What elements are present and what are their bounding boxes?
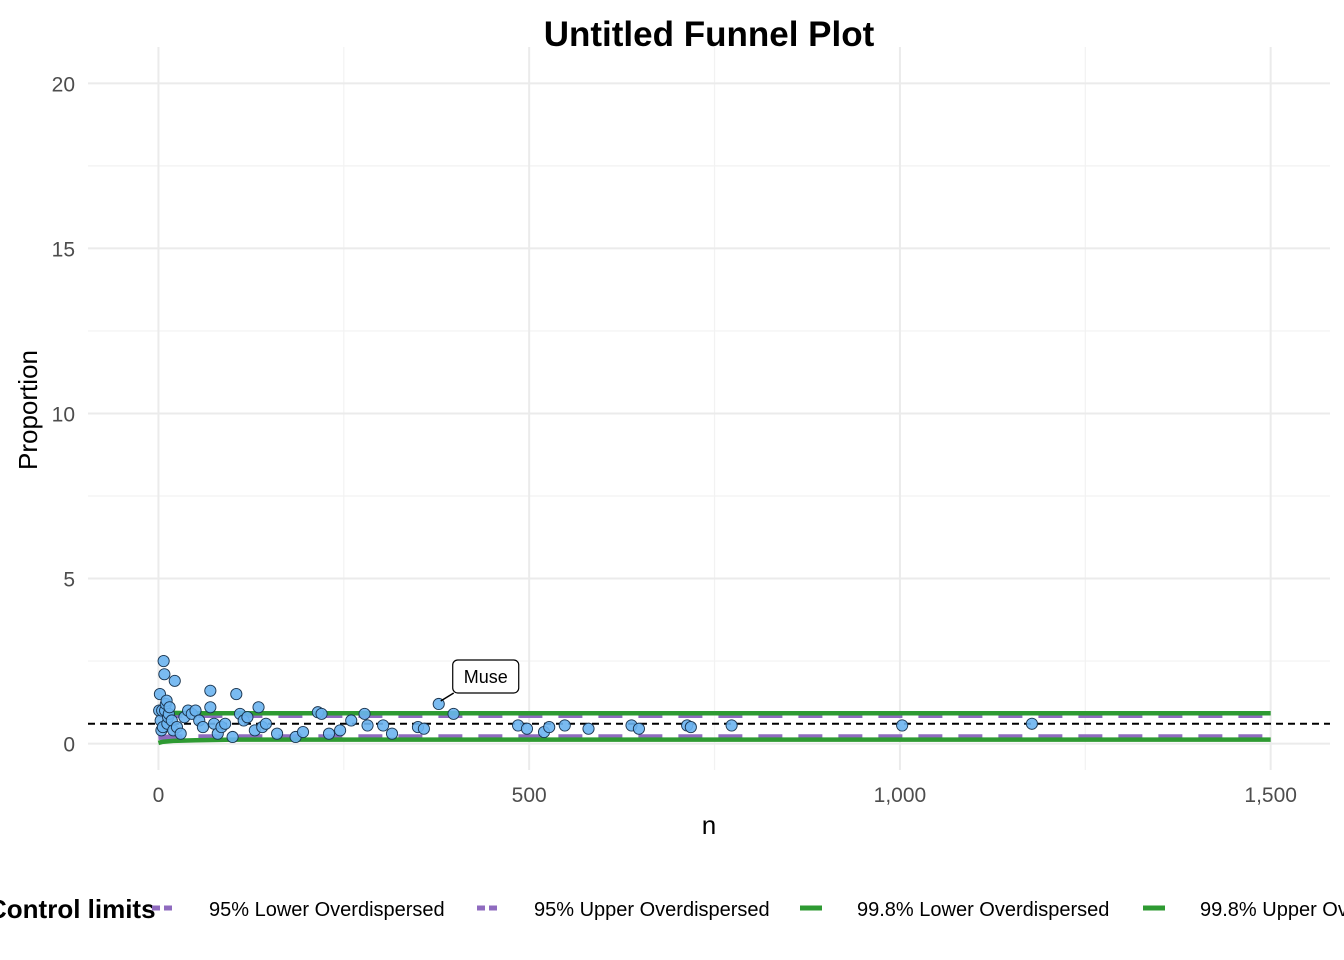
data-point: [219, 717, 232, 730]
x-axis-ticks: 0 500 1,000 1,500: [153, 784, 1297, 807]
y-tick-label: 0: [63, 734, 75, 757]
data-point: [230, 688, 243, 701]
y-tick-label: 10: [52, 403, 75, 426]
data-point: [377, 719, 390, 732]
data-point: [334, 724, 347, 737]
major-gridlines: [88, 47, 1330, 770]
legend-label: 99.8% Upper Overdispersed: [1200, 899, 1344, 921]
data-point: [174, 727, 187, 740]
annotation-label: Muse: [464, 667, 508, 687]
data-point: [271, 727, 284, 740]
x-tick-label: 1,000: [874, 784, 927, 807]
y-tick-label: 5: [63, 569, 75, 592]
data-point: [315, 707, 328, 720]
data-point: [322, 727, 336, 740]
data-point: [196, 721, 209, 734]
x-tick-label: 0: [153, 784, 165, 807]
plot-panel: Muse: [88, 47, 1330, 770]
data-point: [241, 711, 254, 724]
legend-label: 95% Upper Overdispersed: [534, 899, 770, 921]
chart-title: Untitled Funnel Plot: [544, 15, 875, 54]
data-point: [163, 701, 176, 714]
y-tick-label: 15: [52, 238, 75, 261]
legend-label: 99.8% Lower Overdispersed: [857, 899, 1109, 921]
data-point: [632, 722, 645, 735]
data-point: [204, 701, 217, 714]
legend-label: 95% Lower Overdispersed: [209, 899, 445, 921]
legend: Control limits 95% Lower Overdispersed 95…: [0, 894, 1344, 924]
data-point: [520, 722, 534, 735]
data-point: [1025, 717, 1038, 730]
y-axis-title: Proportion: [13, 350, 43, 470]
data-point: [204, 684, 217, 697]
data-points: [153, 655, 1038, 744]
data-point: [385, 727, 399, 740]
data-point: [252, 701, 265, 714]
data-point: [543, 721, 556, 734]
data-point: [157, 655, 170, 668]
x-tick-label: 1,500: [1244, 784, 1297, 807]
legend-items: 95% Lower Overdispersed 95% Upper Overdis…: [152, 899, 1344, 921]
data-point: [725, 719, 738, 732]
x-axis-title: n: [702, 810, 716, 840]
data-point: [582, 722, 595, 735]
data-point: [226, 730, 239, 744]
data-point: [361, 719, 374, 732]
data-point: [158, 668, 171, 681]
limit-998-lower-line: [157, 737, 1271, 746]
data-point: [345, 714, 358, 727]
x-tick-label: 500: [512, 784, 547, 807]
data-point: [558, 719, 571, 732]
data-point: [168, 674, 181, 687]
data-point: [358, 707, 371, 720]
annotation-leader-line: [440, 692, 455, 702]
data-point: [896, 719, 909, 732]
annotation-layer: Muse: [440, 659, 520, 702]
y-tick-label: 20: [52, 73, 75, 96]
data-point: [684, 721, 697, 734]
data-point: [259, 717, 273, 730]
data-point: [447, 707, 460, 720]
legend-title: Control limits: [0, 894, 156, 924]
data-point: [417, 722, 430, 735]
limit-95-lower-line: [158, 734, 1271, 741]
y-axis-ticks: 0 5 10 15 20: [52, 73, 75, 756]
annotation-box: [452, 659, 520, 694]
minor-gridlines: [88, 47, 1330, 770]
data-point: [296, 725, 310, 739]
